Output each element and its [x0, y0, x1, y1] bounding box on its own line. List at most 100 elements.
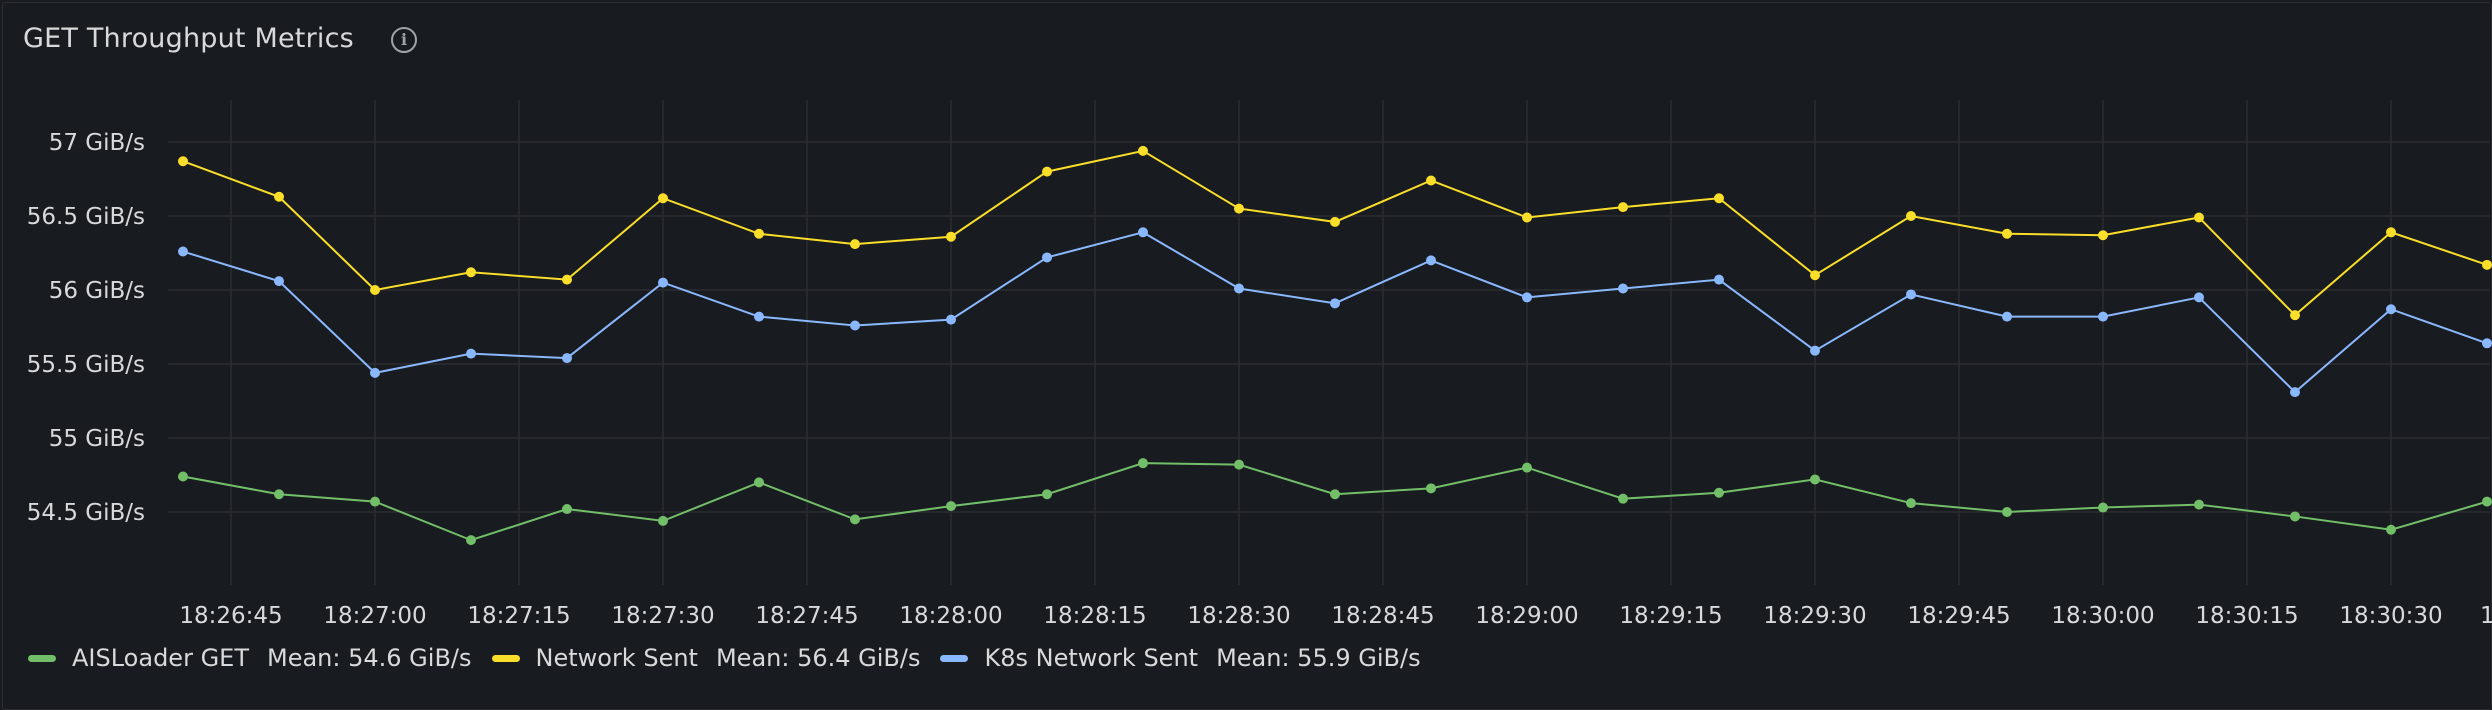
- y-tick-label: 57 GiB/s: [49, 130, 145, 156]
- data-point: [754, 477, 764, 488]
- data-point: [2482, 259, 2492, 270]
- legend-item-k8s-network-sent[interactable]: K8s Network Sent Mean: 55.9 GiB/s: [940, 644, 1421, 672]
- legend-series-name: AISLoader GET: [72, 644, 249, 672]
- x-tick-label: 18:26:45: [179, 603, 282, 629]
- data-point: [178, 246, 188, 257]
- data-point: [658, 515, 668, 526]
- y-tick-label: 56 GiB/s: [49, 278, 145, 304]
- data-point: [562, 504, 572, 515]
- data-point: [2194, 212, 2204, 223]
- chart-series: [178, 145, 2492, 546]
- data-point: [1618, 283, 1628, 294]
- data-point: [466, 348, 476, 359]
- series-network-sent: [178, 145, 2492, 321]
- data-point: [946, 231, 956, 242]
- data-point: [370, 367, 380, 378]
- chart-legend: AISLoader GET Mean: 54.6 GiB/s Network S…: [28, 640, 1441, 676]
- data-point: [1330, 216, 1340, 227]
- data-point: [1810, 345, 1820, 356]
- data-point: [1330, 489, 1340, 500]
- data-point: [1330, 298, 1340, 309]
- data-point: [1234, 203, 1244, 214]
- x-tick-label: 18:27:15: [467, 603, 570, 629]
- data-point: [2386, 227, 2396, 238]
- data-point: [2194, 499, 2204, 510]
- data-point: [1906, 498, 1916, 509]
- data-point: [1714, 274, 1724, 285]
- data-point: [1426, 175, 1436, 186]
- info-circle-icon[interactable]: i: [391, 27, 417, 53]
- y-tick-label: 56.5 GiB/s: [27, 204, 145, 230]
- data-point: [1810, 270, 1820, 281]
- data-point: [1618, 493, 1628, 504]
- data-point: [2098, 502, 2108, 513]
- legend-series-name: K8s Network Sent: [984, 644, 1199, 672]
- data-point: [2002, 311, 2012, 322]
- legend-item-network-sent[interactable]: Network Sent Mean: 56.4 GiB/s: [491, 644, 920, 672]
- x-tick-label: 18:29:15: [1619, 603, 1722, 629]
- data-point: [1234, 283, 1244, 294]
- data-point: [1426, 255, 1436, 266]
- data-point: [1426, 483, 1436, 494]
- data-point: [1138, 227, 1148, 238]
- data-point: [1714, 193, 1724, 204]
- series-aisloader-get: [178, 458, 2492, 546]
- data-point: [2098, 230, 2108, 241]
- data-point: [274, 191, 284, 202]
- x-axis-ticks: 18:26:45 18:27:00 18:27:15 18:27:30 18:27:45…: [179, 603, 2492, 629]
- y-tick-label: 54.5 GiB/s: [27, 500, 145, 526]
- x-tick-label: 18:29:00: [1475, 603, 1578, 629]
- data-point: [2290, 511, 2300, 522]
- series-line: [182, 231, 2488, 394]
- data-point: [1522, 462, 1532, 473]
- data-point: [1810, 474, 1820, 485]
- x-tick-label: 18:29:45: [1907, 603, 2010, 629]
- data-point: [1522, 212, 1532, 223]
- y-tick-label: 55 GiB/s: [49, 426, 145, 452]
- data-point: [466, 267, 476, 278]
- data-point: [850, 514, 860, 525]
- x-tick-label: 18:30:00: [2051, 603, 2154, 629]
- data-point: [2098, 311, 2108, 322]
- data-point: [1042, 166, 1052, 177]
- data-point: [370, 285, 380, 295]
- y-tick-label: 55.5 GiB/s: [27, 352, 145, 378]
- y-axis-ticks: 57 GiB/s 56.5 GiB/s 56 GiB/s 55.5 GiB/s 55 G…: [27, 130, 145, 526]
- x-tick-label: 18:28:00: [899, 603, 1002, 629]
- data-point: [658, 193, 668, 204]
- legend-mean: Mean: 54.6 GiB/s: [267, 644, 472, 672]
- legend-swatch: [491, 654, 520, 662]
- data-point: [2002, 507, 2012, 517]
- x-tick-label: 18:27:30: [611, 603, 714, 629]
- data-point: [850, 320, 860, 331]
- data-point: [946, 314, 956, 325]
- data-point: [2002, 228, 2012, 239]
- data-point: [562, 353, 572, 364]
- data-point: [2290, 387, 2300, 398]
- x-tick-label: 1: [2480, 603, 2492, 629]
- data-point: [1618, 202, 1628, 213]
- data-point: [2482, 496, 2492, 507]
- data-point: [1138, 458, 1148, 469]
- data-point: [178, 156, 188, 167]
- panel-title: GET Throughput Metrics: [23, 23, 354, 54]
- data-point: [274, 489, 284, 500]
- legend-swatch: [940, 654, 969, 662]
- data-point: [850, 239, 860, 250]
- x-tick-label: 18:28:30: [1187, 603, 1290, 629]
- legend-item-aisloader-get[interactable]: AISLoader GET Mean: 54.6 GiB/s: [28, 644, 472, 672]
- legend-series-name: Network Sent: [535, 644, 698, 672]
- data-point: [1906, 289, 1916, 300]
- data-point: [2194, 292, 2204, 303]
- data-point: [946, 501, 956, 512]
- x-tick-label: 18:30:30: [2339, 603, 2442, 629]
- data-point: [2386, 304, 2396, 315]
- data-point: [658, 277, 668, 288]
- data-point: [1234, 459, 1244, 470]
- legend-swatch: [28, 654, 56, 662]
- legend-mean: Mean: 55.9 GiB/s: [1216, 644, 1421, 672]
- data-point: [1042, 489, 1052, 500]
- series-line: [182, 462, 2488, 542]
- chart-grid: [168, 100, 2490, 585]
